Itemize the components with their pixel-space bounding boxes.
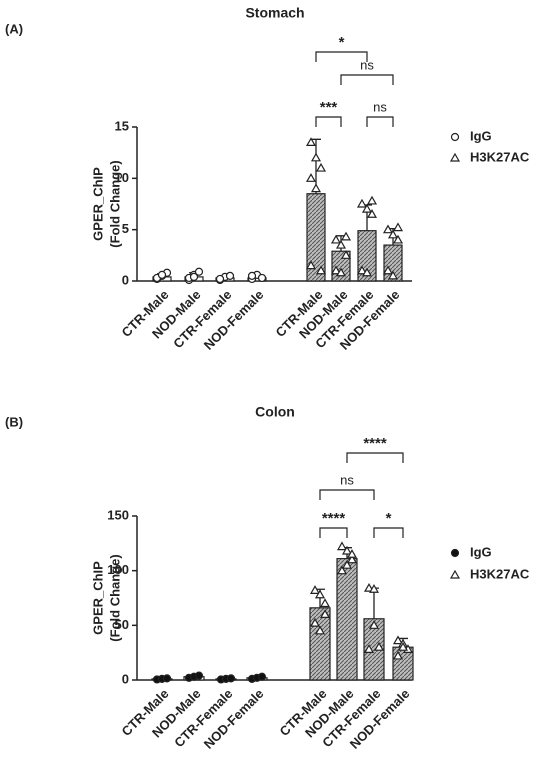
data-point: [315, 162, 327, 172]
significance-label: ****: [363, 435, 387, 452]
data-point: [225, 271, 235, 280]
y-tick-label: 50: [115, 617, 129, 632]
legend-marker: [450, 132, 460, 142]
legend-marker: [449, 152, 461, 162]
data-point: [368, 584, 380, 593]
data-point: [335, 239, 347, 249]
data-point: [336, 541, 348, 551]
legend-label: H3K27AC: [470, 566, 530, 581]
data-point: [330, 265, 342, 275]
significance-bracket: [346, 452, 404, 463]
data-point: [392, 635, 404, 645]
significance-label: ****: [322, 510, 346, 527]
chart-title: Stomach: [245, 5, 304, 21]
data-point: [336, 565, 348, 575]
data-point: [340, 250, 352, 259]
y-tick-label: 15: [115, 118, 129, 133]
data-point: [330, 234, 342, 244]
y-tick-label: 10: [115, 170, 129, 185]
legend-label: IgG: [470, 128, 492, 143]
y-tick-label: 150: [107, 507, 129, 522]
y-tick-label: 0: [122, 671, 129, 686]
panel-label: (B): [5, 414, 23, 429]
data-point: [346, 549, 358, 558]
data-point: [314, 589, 326, 599]
significance-bracket: [366, 116, 394, 127]
data-point: [341, 559, 353, 569]
y-axis-label: GPER_ChIP: [90, 167, 105, 241]
data-point: [319, 609, 331, 618]
bar: [309, 607, 331, 681]
significance-bracket: [319, 527, 348, 538]
significance-label: ns: [340, 472, 354, 487]
data-point: [356, 265, 368, 275]
data-point: [361, 267, 373, 277]
data-point: [226, 674, 236, 683]
significance-label: ***: [320, 99, 338, 116]
data-point: [361, 203, 373, 213]
significance-bracket: [315, 116, 342, 127]
y-axis-label: (Fold Change): [107, 554, 122, 641]
significance-bracket: [315, 51, 368, 62]
y-tick-label: 100: [107, 562, 129, 577]
data-point: [368, 620, 380, 629]
data-point: [189, 272, 199, 281]
data-point: [387, 229, 399, 239]
data-point: [346, 554, 358, 564]
data-point: [382, 224, 394, 234]
legend-marker: [450, 548, 460, 558]
significance-label: *: [386, 510, 392, 527]
significance-label: ns: [360, 57, 374, 72]
data-point: [315, 265, 327, 275]
data-point: [319, 598, 331, 608]
data-point: [397, 641, 409, 651]
data-point: [340, 231, 352, 241]
significance-label: *: [339, 34, 345, 51]
data-point: [194, 267, 204, 276]
data-point: [157, 270, 167, 279]
y-tick-label: 5: [122, 221, 129, 236]
data-point: [335, 267, 347, 277]
chart-title: Colon: [255, 404, 295, 420]
data-point: [382, 265, 394, 275]
data-point: [314, 625, 326, 635]
data-point: [366, 195, 378, 205]
data-point: [305, 173, 317, 182]
data-point: [387, 270, 399, 280]
legend-label: H3K27AC: [470, 149, 530, 164]
data-point: [392, 222, 404, 232]
y-tick-label: 0: [122, 272, 129, 287]
data-point: [373, 641, 385, 651]
data-point: [310, 183, 322, 193]
legend-label: IgG: [470, 544, 492, 559]
y-axis-label: (Fold Change): [107, 160, 122, 247]
data-point: [366, 209, 378, 218]
panel-label: (A): [5, 21, 23, 36]
data-point: [363, 644, 375, 653]
significance-label: ns: [373, 99, 387, 114]
significance-bracket: [373, 527, 404, 538]
significance-bracket: [319, 489, 375, 500]
y-axis-label: GPER_ChIP: [90, 561, 105, 635]
data-point: [309, 585, 321, 594]
data-point: [305, 260, 317, 270]
data-point: [356, 198, 368, 208]
data-point: [341, 545, 353, 555]
data-point: [162, 674, 172, 683]
data-point: [247, 271, 257, 280]
data-point: [257, 672, 267, 681]
significance-bracket: [340, 74, 394, 85]
legend-marker: [449, 569, 461, 579]
data-point: [215, 274, 225, 284]
bar: [336, 558, 358, 681]
data-point: [392, 650, 404, 660]
data-point: [309, 617, 321, 627]
data-point: [392, 234, 404, 244]
data-point: [310, 152, 322, 162]
data-point: [305, 137, 317, 146]
data-point: [194, 671, 204, 680]
data-point: [257, 273, 267, 283]
